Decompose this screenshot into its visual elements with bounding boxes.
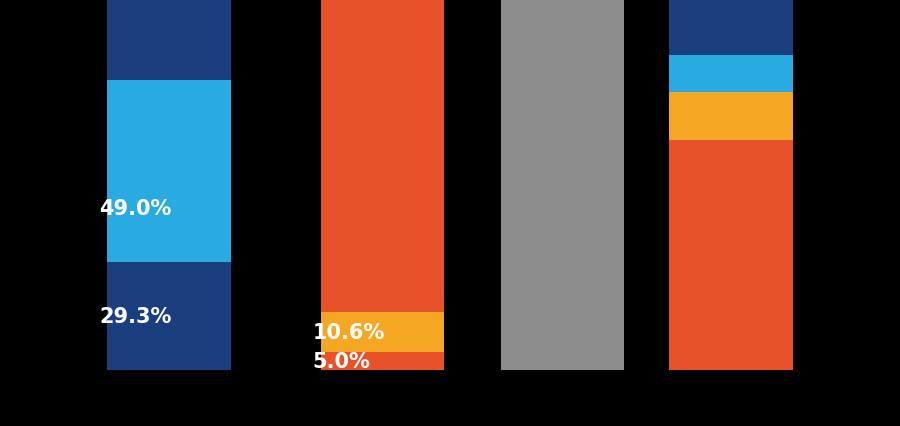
Bar bbox=[670, 92, 793, 141]
Bar bbox=[500, 0, 625, 371]
Bar bbox=[670, 0, 793, 55]
Bar bbox=[107, 81, 230, 262]
Bar bbox=[107, 262, 230, 371]
Text: 49.0%: 49.0% bbox=[99, 198, 171, 218]
Bar bbox=[320, 0, 445, 313]
Text: 10.6%: 10.6% bbox=[313, 322, 385, 342]
Bar bbox=[670, 55, 793, 92]
Text: 5.0%: 5.0% bbox=[313, 351, 371, 371]
Bar bbox=[670, 141, 793, 371]
Bar bbox=[107, 0, 230, 81]
Text: 29.3%: 29.3% bbox=[99, 306, 171, 326]
Bar bbox=[320, 313, 445, 352]
Bar bbox=[320, 352, 445, 371]
